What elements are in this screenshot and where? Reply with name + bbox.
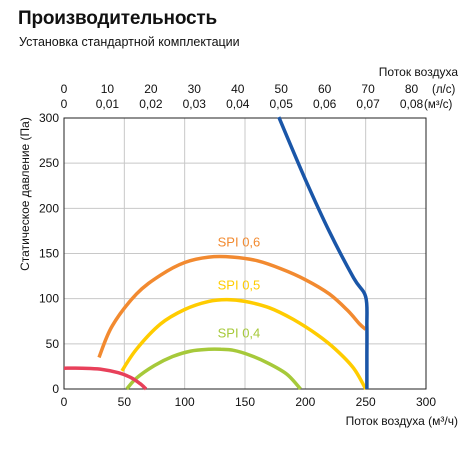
curves	[63, 116, 369, 391]
top-tick-label-m3s: 0	[61, 97, 68, 111]
top-tick-label-ls: 0	[61, 82, 68, 96]
top-tick-label-m3s: 0,03	[183, 97, 207, 111]
top-axis-unit-m3s: (м³/с)	[424, 99, 453, 111]
top-tick-label-ls: 60	[318, 82, 332, 96]
chart-subtitle: Установка стандартной комплектации	[19, 35, 240, 49]
y-tick-label: 50	[46, 337, 60, 351]
series-spi-0-4-label: SPI 0,4	[218, 326, 261, 341]
top-tick-label-m3s: 0,04	[226, 97, 250, 111]
x-tick-label: 100	[175, 395, 195, 409]
top-tick-label-m3s: 0,02	[139, 97, 163, 111]
top-tick-label-m3s: 0,07	[356, 97, 380, 111]
series-spi-0-4-line	[125, 347, 302, 391]
y-tick-label: 300	[39, 111, 59, 125]
grid	[63, 117, 427, 390]
top-tick-label-ls: 50	[275, 82, 289, 96]
top-tick-label-ls: 10	[101, 82, 115, 96]
plot-frame	[63, 117, 427, 390]
top-tick-label-ls: 30	[188, 82, 202, 96]
x-tick-label: 250	[356, 395, 376, 409]
series-spi-0-5-label: SPI 0,5	[218, 278, 261, 293]
top-tick-label-m3s: 0,08	[400, 97, 424, 111]
y-tick-label: 100	[39, 292, 59, 306]
x-tick-label: 150	[235, 395, 255, 409]
top-tick-label-m3s: 0,01	[96, 97, 120, 111]
top-tick-label-ls: 20	[144, 82, 158, 96]
top-tick-label-ls: 40	[231, 82, 245, 96]
series-4-line	[277, 116, 369, 389]
top-axis-unit-ls: (л/с)	[432, 84, 455, 96]
series-spi-0-6-line	[97, 254, 367, 359]
y-tick-label: 250	[39, 156, 59, 170]
x-tick-label: 0	[61, 395, 68, 409]
top-tick-label-ls: 80	[405, 82, 419, 96]
x-axis-label: Поток воздуха (м³/ч)	[346, 414, 458, 428]
x-tick-label: 50	[118, 395, 132, 409]
y-tick-label: 150	[39, 247, 59, 261]
top-axis-title: Поток воздуха	[379, 65, 459, 79]
chart-title: Производительность	[18, 8, 217, 29]
top-tick-label-ls: 70	[361, 82, 375, 96]
series-labels: SPI 0,6 SPI 0,5 SPI 0,4	[218, 234, 261, 340]
series-spi-0-6-label: SPI 0,6	[218, 234, 261, 249]
y-axis-label: Статическое давление (Па)	[18, 117, 32, 271]
series-spi-0-5-line	[120, 297, 368, 390]
x-tick-label: 300	[416, 395, 436, 409]
x-tick-label: 200	[295, 395, 315, 409]
top-tick-label-m3s: 0,05	[270, 97, 294, 111]
y-tick-label: 0	[52, 382, 59, 396]
y-tick-label: 200	[39, 201, 59, 215]
series-3-line	[63, 366, 148, 391]
top-tick-label-m3s: 0,06	[313, 97, 337, 111]
